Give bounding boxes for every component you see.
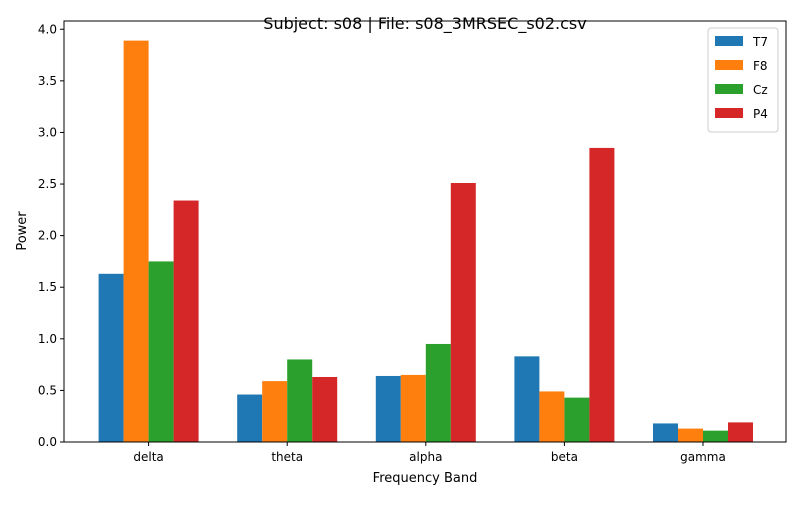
y-tick-label: 4.0 <box>38 22 57 36</box>
bar-f8-beta <box>539 391 565 442</box>
y-tick-label: 3.5 <box>38 74 57 88</box>
x-tick-label: beta <box>551 450 578 464</box>
x-tick-label: gamma <box>680 450 726 464</box>
bar-t7-gamma <box>653 423 678 442</box>
y-axis: 0.0 0.5 1.0 1.5 2.0 2.5 3.0 3.5 4.0 <box>38 22 64 449</box>
legend-label-f8: F8 <box>753 59 768 73</box>
legend-swatch-cz <box>715 84 743 94</box>
bar-t7-delta <box>98 273 124 442</box>
x-axis: delta theta alpha beta gamma <box>133 442 726 464</box>
bar-cz-theta <box>287 359 313 442</box>
bar-p4-delta <box>173 200 199 442</box>
y-tick-label: 1.5 <box>38 280 57 294</box>
y-tick-label: 0.0 <box>38 435 57 449</box>
legend-swatch-p4 <box>715 108 743 118</box>
legend-label-cz: Cz <box>753 83 768 97</box>
bar-t7-beta <box>514 356 540 442</box>
y-tick-label: 0.5 <box>38 383 57 397</box>
y-tick-label: 2.5 <box>38 177 57 191</box>
bar-cz-delta <box>148 261 174 442</box>
legend-swatch-f8 <box>715 60 743 70</box>
x-tick-label: alpha <box>409 450 442 464</box>
plot-area <box>98 40 753 443</box>
bar-p4-alpha <box>450 183 476 442</box>
bar-cz-gamma <box>703 430 728 442</box>
bar-f8-theta <box>262 381 288 442</box>
bar-f8-delta <box>123 40 149 443</box>
legend-swatch-t7 <box>715 36 743 46</box>
legend-label-t7: T7 <box>752 35 768 49</box>
bar-cz-beta <box>564 397 590 442</box>
y-tick-label: 1.0 <box>38 332 57 346</box>
y-axis-label: Power <box>15 211 30 251</box>
plot-frame <box>63 20 787 443</box>
legend: T7 F8 Cz P4 <box>707 27 779 133</box>
legend-label-p4: P4 <box>753 107 768 121</box>
y-tick-label: 2.0 <box>38 229 57 243</box>
bar-p4-theta <box>312 376 338 442</box>
bar-f8-gamma <box>678 428 703 442</box>
x-axis-label: Frequency Band <box>373 471 478 486</box>
chart-title: Subject: s08 | File: s08_3MRSEC_s02.csv <box>263 14 586 34</box>
bar-p4-gamma <box>728 422 753 442</box>
bar-t7-alpha <box>375 375 401 442</box>
legend-frame <box>707 27 779 133</box>
bar-p4-beta <box>589 147 615 443</box>
bar-f8-alpha <box>400 374 426 442</box>
bar-t7-theta <box>237 394 263 442</box>
y-tick-label: 3.0 <box>38 125 57 139</box>
x-tick-label: delta <box>133 450 163 464</box>
x-tick-label: theta <box>271 450 303 464</box>
bar-cz-alpha <box>425 343 451 442</box>
